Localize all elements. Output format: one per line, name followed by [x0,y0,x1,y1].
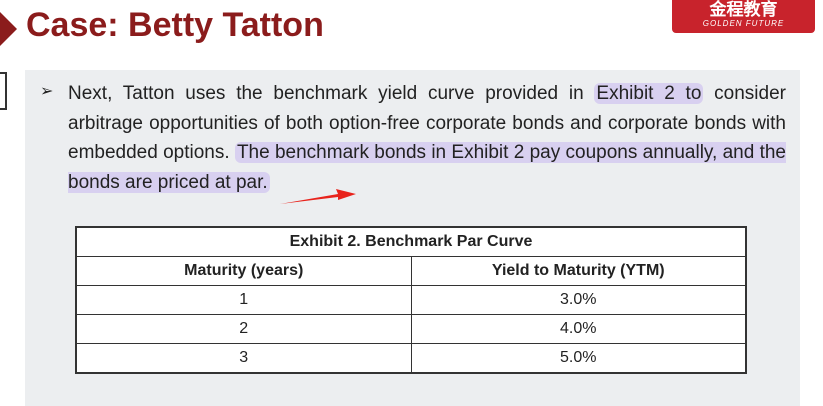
caption-row: Exhibit 2. Benchmark Par Curve [75,226,747,257]
table-row: 2 4.0% [75,314,747,344]
highlight-text: Exhibit 2 to [594,83,704,104]
table-cell: 1 [75,285,412,315]
paragraph: Next, Tatton uses the benchmark yield cu… [68,79,786,197]
logo-sub: GOLDEN FUTURE [702,19,785,28]
table-row: 1 3.0% [75,285,747,315]
table-cell: 4.0% [410,314,747,344]
table-caption: Exhibit 2. Benchmark Par Curve [75,226,747,257]
table-cell: 3 [75,343,412,374]
header-row: Maturity (years) Yield to Maturity (YTM) [75,256,747,286]
text: consider arbitrage opportunities of both… [68,83,786,163]
bullet: ➢ [40,83,54,100]
text: Next, Tatton uses the benchmark yield cu… [68,83,595,104]
logo-main: 金程教育 [709,0,778,19]
column-header: Yield to Maturity (YTM) [410,256,747,286]
table-cell: 2 [75,314,412,344]
table: Exhibit 2. Benchmark Par Curve Maturity (… [75,226,747,374]
annotation-arrow [280,189,356,204]
table-row: 3 5.0% [75,343,747,374]
title-marker [0,12,17,46]
title: Case: Betty Tatton [26,6,324,44]
table-cell: 3.0% [410,285,747,315]
logo: 金程教育 GOLDEN FUTURE [672,0,815,33]
bracket [0,72,7,110]
table-cell: 5.0% [410,343,747,374]
column-header: Maturity (years) [75,256,412,286]
